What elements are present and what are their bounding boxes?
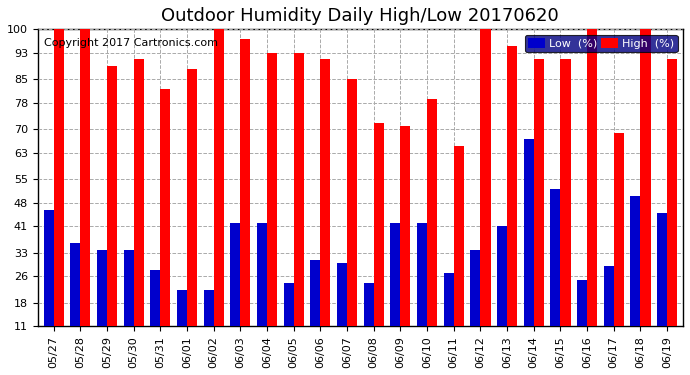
Bar — [391, 223, 400, 363]
Bar — [294, 53, 304, 363]
Bar — [507, 46, 518, 363]
Bar — [320, 59, 331, 363]
Bar — [310, 260, 320, 363]
Bar — [240, 39, 250, 363]
Bar — [667, 59, 677, 363]
Bar — [364, 283, 374, 363]
Bar — [177, 290, 187, 363]
Bar — [80, 29, 90, 363]
Bar — [187, 69, 197, 363]
Bar — [533, 59, 544, 363]
Bar — [587, 29, 597, 363]
Bar — [613, 133, 624, 363]
Bar — [160, 89, 170, 363]
Bar — [134, 59, 144, 363]
Bar — [471, 250, 480, 363]
Bar — [374, 123, 384, 363]
Bar — [524, 140, 533, 363]
Bar — [70, 243, 80, 363]
Title: Outdoor Humidity Daily High/Low 20170620: Outdoor Humidity Daily High/Low 20170620 — [161, 7, 559, 25]
Bar — [124, 250, 134, 363]
Bar — [43, 210, 54, 363]
Legend: Low  (%), High  (%): Low (%), High (%) — [525, 35, 678, 52]
Bar — [657, 213, 667, 363]
Bar — [267, 53, 277, 363]
Bar — [417, 223, 427, 363]
Bar — [444, 273, 454, 363]
Bar — [204, 290, 214, 363]
Bar — [640, 29, 651, 363]
Bar — [480, 29, 491, 363]
Bar — [107, 66, 117, 363]
Bar — [54, 29, 63, 363]
Bar — [604, 266, 613, 363]
Bar — [400, 126, 411, 363]
Bar — [560, 59, 571, 363]
Bar — [427, 99, 437, 363]
Bar — [337, 263, 347, 363]
Bar — [284, 283, 294, 363]
Bar — [497, 226, 507, 363]
Bar — [97, 250, 107, 363]
Bar — [257, 223, 267, 363]
Bar — [630, 196, 640, 363]
Bar — [577, 280, 587, 363]
Bar — [150, 270, 160, 363]
Bar — [454, 146, 464, 363]
Bar — [214, 29, 224, 363]
Bar — [550, 189, 560, 363]
Bar — [230, 223, 240, 363]
Bar — [347, 80, 357, 363]
Text: Copyright 2017 Cartronics.com: Copyright 2017 Cartronics.com — [44, 38, 218, 48]
